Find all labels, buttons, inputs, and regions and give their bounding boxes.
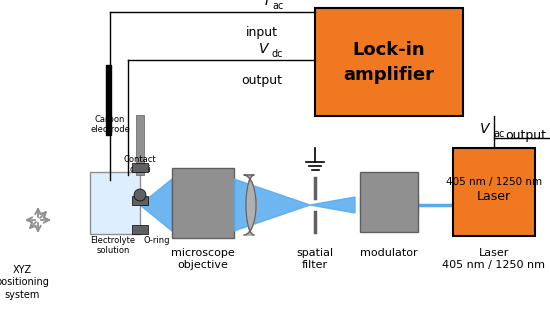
FancyBboxPatch shape <box>453 148 535 236</box>
Bar <box>132 163 148 172</box>
Bar <box>132 196 148 205</box>
Text: $V$: $V$ <box>478 122 491 136</box>
Polygon shape <box>244 175 256 235</box>
Text: Contact
on Si: Contact on Si <box>124 155 156 175</box>
Text: O-ring: O-ring <box>144 236 170 245</box>
FancyBboxPatch shape <box>90 172 140 234</box>
Text: modulator: modulator <box>360 248 418 258</box>
Text: 405 nm / 1250 nm: 405 nm / 1250 nm <box>446 177 542 187</box>
Bar <box>106 65 111 135</box>
Polygon shape <box>140 179 172 231</box>
Text: XYZ
positioning
system: XYZ positioning system <box>0 265 49 300</box>
Text: $I$: $I$ <box>265 0 270 8</box>
Polygon shape <box>360 197 418 213</box>
Text: dc: dc <box>272 49 283 59</box>
Text: microscope
objective: microscope objective <box>171 248 235 270</box>
Text: Laser: Laser <box>477 191 511 204</box>
Text: spatial
filter: spatial filter <box>296 248 333 270</box>
Polygon shape <box>234 179 310 231</box>
Text: input: input <box>246 26 278 39</box>
Polygon shape <box>310 197 355 213</box>
Text: Electrolyte
solution: Electrolyte solution <box>90 236 135 255</box>
Text: Carbon
electrode: Carbon electrode <box>90 115 130 134</box>
Bar <box>132 225 148 234</box>
Polygon shape <box>172 179 234 231</box>
Polygon shape <box>244 175 256 235</box>
Text: ac: ac <box>493 129 504 139</box>
Text: output: output <box>241 74 283 87</box>
Text: ac: ac <box>272 1 283 11</box>
Bar <box>136 115 144 175</box>
FancyBboxPatch shape <box>360 172 418 232</box>
Text: Laser
405 nm / 1250 nm: Laser 405 nm / 1250 nm <box>443 248 546 270</box>
Text: $V$: $V$ <box>258 42 270 56</box>
Text: Lock-in
amplifier: Lock-in amplifier <box>344 41 434 83</box>
FancyBboxPatch shape <box>172 168 234 238</box>
Circle shape <box>134 189 146 201</box>
Text: output: output <box>505 128 547 141</box>
FancyBboxPatch shape <box>315 8 463 116</box>
